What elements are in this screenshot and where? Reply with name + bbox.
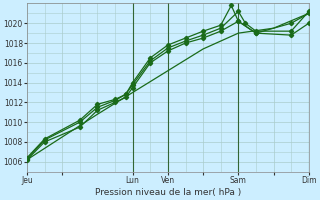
X-axis label: Pression niveau de la mer( hPa ): Pression niveau de la mer( hPa ): [95, 188, 241, 197]
